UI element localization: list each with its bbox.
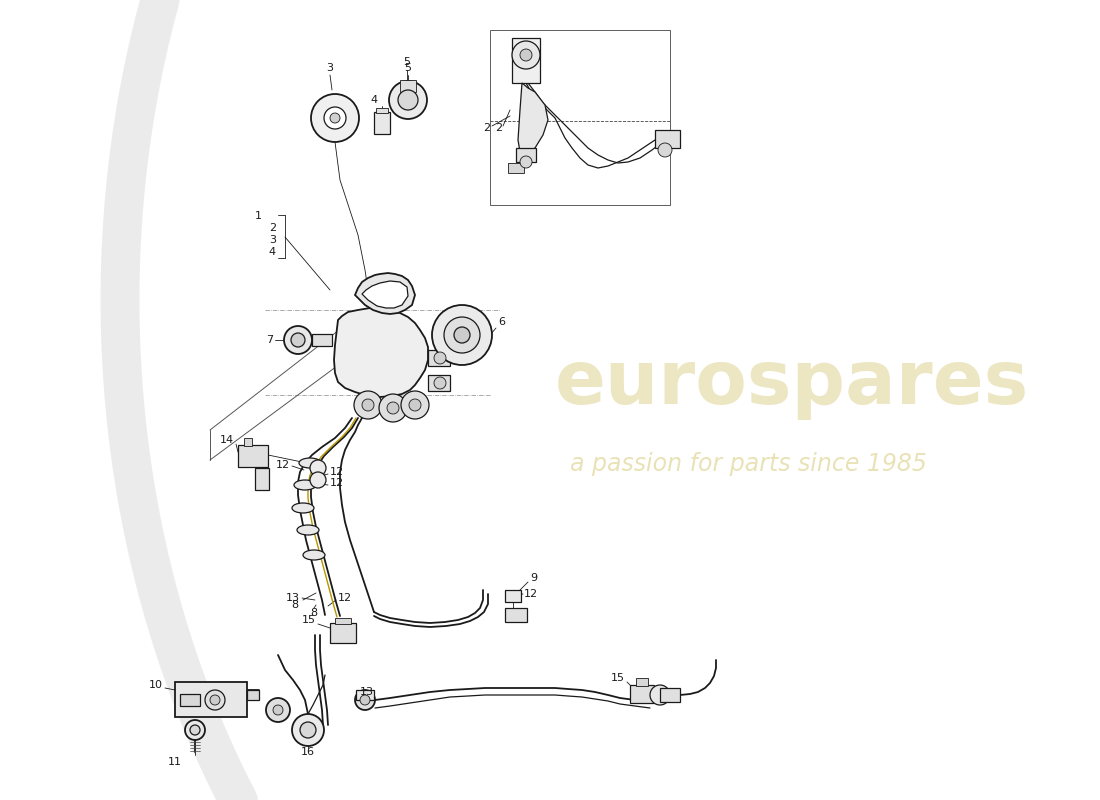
Circle shape: [658, 143, 672, 157]
Circle shape: [444, 317, 480, 353]
Text: 6: 6: [498, 317, 505, 327]
Circle shape: [398, 90, 418, 110]
Text: 16: 16: [301, 747, 315, 757]
Circle shape: [210, 695, 220, 705]
Text: 7: 7: [266, 335, 273, 345]
Text: a passion for parts since 1985: a passion for parts since 1985: [570, 452, 926, 476]
Circle shape: [650, 685, 670, 705]
Text: 14: 14: [220, 435, 234, 445]
Bar: [654, 130, 680, 148]
Bar: [330, 623, 356, 643]
Polygon shape: [355, 273, 415, 314]
Bar: [512, 38, 540, 83]
Bar: [175, 682, 248, 717]
Bar: [255, 468, 270, 490]
Circle shape: [292, 333, 305, 347]
Bar: [490, 30, 670, 205]
Polygon shape: [518, 83, 548, 155]
Polygon shape: [334, 308, 428, 397]
Circle shape: [520, 49, 532, 61]
Text: 12: 12: [330, 478, 344, 488]
Text: 12: 12: [338, 593, 352, 603]
Circle shape: [402, 391, 429, 419]
Text: 8: 8: [292, 600, 298, 610]
Text: 2: 2: [483, 123, 490, 133]
Circle shape: [310, 472, 326, 488]
Circle shape: [387, 402, 399, 414]
Text: 15: 15: [302, 615, 316, 625]
Bar: [508, 163, 524, 173]
Text: 4: 4: [268, 247, 276, 257]
Text: 1: 1: [255, 211, 262, 221]
Bar: [400, 80, 416, 92]
Bar: [428, 350, 450, 366]
Ellipse shape: [294, 480, 316, 490]
Circle shape: [454, 327, 470, 343]
Text: 12: 12: [276, 460, 290, 470]
Bar: [505, 590, 521, 602]
Text: 2: 2: [495, 123, 502, 133]
Text: 5: 5: [405, 63, 411, 73]
Text: 11: 11: [168, 757, 182, 767]
Text: 4: 4: [371, 95, 377, 105]
Circle shape: [310, 460, 326, 476]
Circle shape: [354, 391, 382, 419]
Circle shape: [409, 399, 421, 411]
Bar: [630, 685, 654, 703]
Text: 13: 13: [360, 687, 374, 697]
Text: 2: 2: [268, 223, 276, 233]
Circle shape: [266, 698, 290, 722]
Circle shape: [284, 326, 312, 354]
Text: 13: 13: [286, 593, 300, 603]
Circle shape: [205, 690, 225, 710]
Text: 5: 5: [404, 57, 410, 67]
Circle shape: [362, 399, 374, 411]
Bar: [180, 694, 200, 706]
Circle shape: [311, 94, 359, 142]
Polygon shape: [362, 281, 408, 308]
Bar: [376, 108, 388, 113]
Text: 9: 9: [530, 573, 537, 583]
Bar: [516, 148, 536, 162]
Circle shape: [512, 41, 540, 69]
Text: 15: 15: [610, 673, 625, 683]
Circle shape: [190, 725, 200, 735]
Bar: [312, 334, 332, 346]
Bar: [244, 438, 252, 446]
Text: 12: 12: [524, 589, 538, 599]
Bar: [374, 112, 390, 134]
Ellipse shape: [292, 503, 313, 513]
Bar: [505, 608, 527, 622]
Text: 8: 8: [310, 608, 318, 618]
Bar: [428, 375, 450, 391]
Text: 3: 3: [327, 63, 333, 73]
Bar: [336, 618, 351, 624]
Circle shape: [434, 352, 446, 364]
Circle shape: [434, 377, 446, 389]
Circle shape: [389, 81, 427, 119]
Ellipse shape: [297, 525, 319, 535]
Circle shape: [355, 690, 375, 710]
Bar: [238, 445, 268, 467]
Circle shape: [360, 695, 370, 705]
Circle shape: [330, 113, 340, 123]
Bar: [356, 690, 374, 700]
Circle shape: [379, 394, 407, 422]
Ellipse shape: [302, 550, 324, 560]
Bar: [660, 688, 680, 702]
Circle shape: [520, 156, 532, 168]
Circle shape: [185, 720, 205, 740]
Text: eurospares: eurospares: [554, 347, 1030, 421]
Ellipse shape: [299, 458, 321, 468]
Circle shape: [292, 714, 324, 746]
Circle shape: [300, 722, 316, 738]
Text: 10: 10: [148, 680, 163, 690]
Circle shape: [273, 705, 283, 715]
Circle shape: [324, 107, 346, 129]
Bar: [248, 690, 258, 700]
Text: 12: 12: [330, 467, 344, 477]
Bar: [636, 678, 648, 686]
Text: 3: 3: [270, 235, 276, 245]
Circle shape: [432, 305, 492, 365]
